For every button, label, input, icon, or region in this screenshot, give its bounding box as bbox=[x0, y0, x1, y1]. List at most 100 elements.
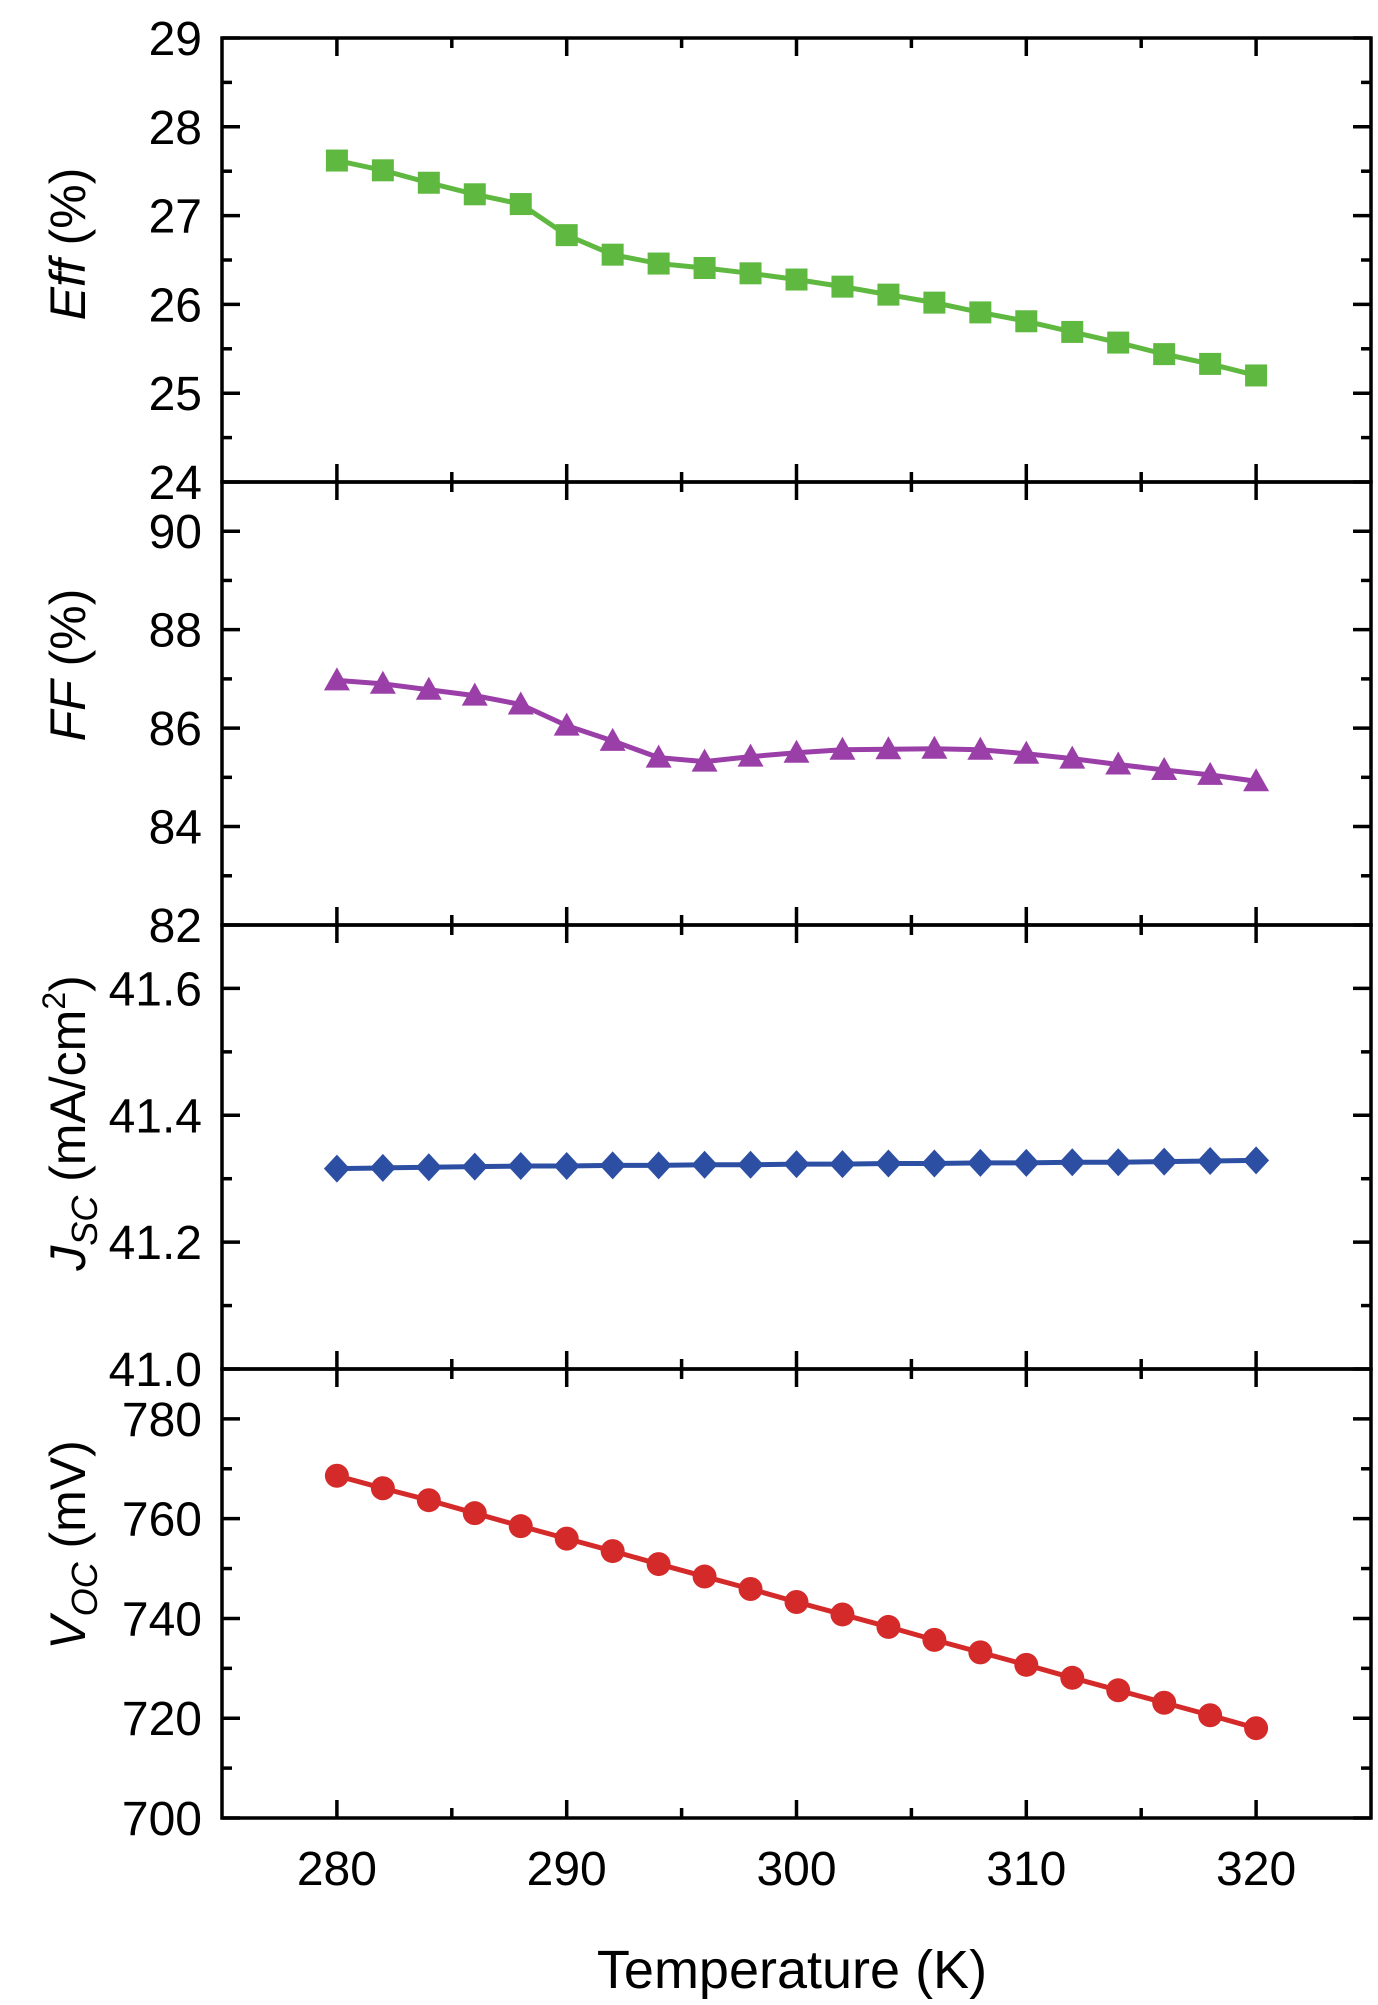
jsc-ytick-label: 41.4 bbox=[109, 1090, 202, 1143]
jsc-data-point bbox=[415, 1153, 442, 1182]
x-axis-label: Temperature (K) bbox=[597, 1940, 987, 2000]
svg-text:JSC (mA/cm2): JSC (mA/cm2) bbox=[36, 975, 105, 1272]
voc-data-point bbox=[1106, 1678, 1131, 1703]
voc-plot-frame bbox=[220, 1367, 1373, 1820]
eff-ytick-label: 27 bbox=[149, 191, 202, 244]
eff-data-point bbox=[325, 149, 348, 172]
ff-data-point bbox=[415, 676, 442, 700]
ff-data-point bbox=[1013, 740, 1040, 764]
voc-data-point bbox=[324, 1463, 349, 1488]
eff-ytick-label: 25 bbox=[149, 368, 202, 421]
eff-data-point bbox=[739, 262, 762, 285]
voc-data-point bbox=[738, 1577, 763, 1602]
ff-data-point bbox=[829, 736, 856, 760]
ff-data-point bbox=[369, 670, 396, 694]
voc-data-point bbox=[646, 1552, 671, 1577]
x-tick-label: 300 bbox=[756, 1843, 836, 1896]
jsc-data-point bbox=[875, 1149, 902, 1178]
ff-data-point bbox=[875, 736, 902, 760]
eff-data-point bbox=[509, 193, 532, 216]
jsc-data-point bbox=[1151, 1147, 1178, 1176]
ff-ytick-label: 84 bbox=[149, 802, 202, 855]
eff-data-point bbox=[693, 256, 716, 279]
svg-text:VOC (mV): VOC (mV) bbox=[40, 1440, 105, 1650]
eff-data-point bbox=[601, 243, 624, 266]
jsc-data-point bbox=[1059, 1148, 1086, 1177]
panel-voc: VOC (mV) 700 720 740 760 780 bbox=[40, 1367, 1373, 1846]
ff-ytick-label: 90 bbox=[149, 506, 202, 559]
x-tick-label: 280 bbox=[297, 1843, 377, 1896]
voc-data-point bbox=[968, 1640, 993, 1665]
voc-ytick-label: 740 bbox=[122, 1593, 202, 1646]
panel-ff: FF (%) 82 84 86 88 90 bbox=[40, 480, 1373, 953]
eff-data-point bbox=[785, 268, 808, 291]
x-tick-label: 320 bbox=[1216, 1843, 1296, 1896]
eff-ytick-label: 29 bbox=[149, 13, 202, 66]
ff-ytick-label: 86 bbox=[149, 703, 202, 756]
eff-data-point bbox=[923, 291, 946, 314]
voc-data-point bbox=[462, 1501, 487, 1526]
jsc-data-point bbox=[967, 1148, 994, 1177]
eff-data-point bbox=[417, 171, 440, 194]
ff-data-point bbox=[323, 667, 350, 691]
jsc-data-point bbox=[829, 1150, 856, 1179]
jsc-data-point bbox=[921, 1149, 948, 1178]
jsc-ytick-label: 41.6 bbox=[109, 963, 202, 1016]
ff-data-point bbox=[737, 743, 764, 767]
ff-ylabel: FF (%) bbox=[40, 589, 96, 742]
eff-data-point bbox=[1199, 352, 1222, 375]
ff-data-point bbox=[1151, 756, 1178, 780]
ff-data-point bbox=[1105, 751, 1132, 775]
jsc-data-point bbox=[461, 1152, 488, 1181]
eff-data-point bbox=[1245, 364, 1268, 387]
eff-data-point bbox=[371, 159, 394, 182]
eff-data-point bbox=[831, 275, 854, 298]
eff-data-point bbox=[1107, 331, 1130, 354]
panel-eff: Eff (%) 24 25 26 27 28 29 bbox=[40, 13, 1373, 510]
jsc-data-point bbox=[599, 1151, 626, 1180]
ff-data-point bbox=[967, 736, 994, 760]
jsc-plot-frame bbox=[220, 923, 1373, 1371]
ff-data-point bbox=[783, 739, 810, 763]
jsc-data-point bbox=[691, 1150, 718, 1179]
voc-ytick-label: 720 bbox=[122, 1693, 202, 1746]
voc-data-point bbox=[554, 1526, 579, 1551]
eff-data-point bbox=[1061, 320, 1084, 343]
voc-data-point bbox=[370, 1476, 395, 1501]
eff-plot-frame bbox=[220, 36, 1373, 484]
jsc-data-point bbox=[369, 1153, 396, 1182]
voc-data-point bbox=[1060, 1665, 1085, 1690]
ff-data-point bbox=[691, 748, 718, 772]
panel-jsc: JSC (mA/cm2) 41.0 41.2 41.4 41.6 bbox=[36, 923, 1373, 1397]
voc-data-point bbox=[692, 1564, 717, 1589]
jsc-data-point bbox=[783, 1150, 810, 1179]
voc-data-point bbox=[784, 1589, 809, 1614]
ff-data-point bbox=[599, 727, 626, 751]
ff-data-point bbox=[921, 735, 948, 759]
voc-data-point bbox=[1014, 1652, 1039, 1677]
voc-ylabel: VOC (mV) bbox=[40, 1440, 105, 1650]
voc-data-point bbox=[876, 1614, 901, 1639]
voc-ytick-label: 780 bbox=[122, 1394, 202, 1447]
jsc-data-point bbox=[1243, 1146, 1270, 1175]
voc-data-point bbox=[922, 1627, 947, 1652]
svg-text:Eff (%): Eff (%) bbox=[40, 168, 96, 321]
jsc-data-point bbox=[553, 1152, 580, 1181]
jsc-data-point bbox=[645, 1151, 672, 1180]
eff-data-point bbox=[1015, 310, 1038, 333]
eff-data-point bbox=[969, 301, 992, 324]
eff-data-point bbox=[1153, 343, 1176, 366]
x-tick-label: 290 bbox=[527, 1843, 607, 1896]
eff-data-point bbox=[877, 283, 900, 306]
ff-data-point bbox=[1243, 768, 1270, 792]
x-tick-label: 310 bbox=[986, 1843, 1066, 1896]
jsc-ylabel: JSC (mA/cm2) bbox=[36, 975, 105, 1272]
jsc-data-point bbox=[1013, 1148, 1040, 1177]
voc-data-point bbox=[1152, 1690, 1177, 1715]
voc-data-point bbox=[1198, 1703, 1223, 1728]
ff-data-point bbox=[553, 712, 580, 736]
ff-data-point bbox=[507, 691, 534, 715]
eff-ytick-label: 28 bbox=[149, 102, 202, 155]
voc-data-point bbox=[1244, 1716, 1269, 1741]
